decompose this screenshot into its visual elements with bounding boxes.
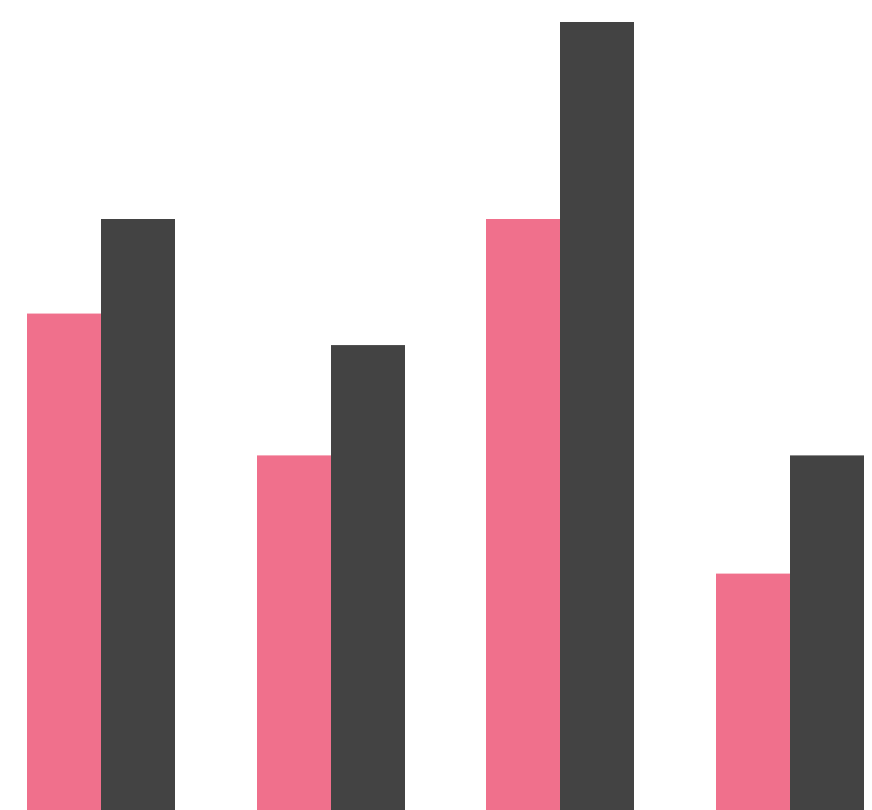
bar-group-4 [716,455,864,810]
bar-series-2-group-4 [790,455,864,810]
bar-series-2-group-2 [331,345,405,810]
bar-series-1-group-2 [257,455,332,810]
bar-series-1-group-4 [716,573,791,810]
bar-group-3 [486,22,634,810]
bar-series-2-group-3 [560,22,634,810]
bar-series-1-group-3 [486,219,561,810]
bar-group-2 [257,345,405,810]
bar-series-2-group-1 [101,219,175,810]
bar-group-1 [27,219,175,810]
bar-series-1-group-1 [27,313,102,810]
bars-layer [27,22,864,810]
